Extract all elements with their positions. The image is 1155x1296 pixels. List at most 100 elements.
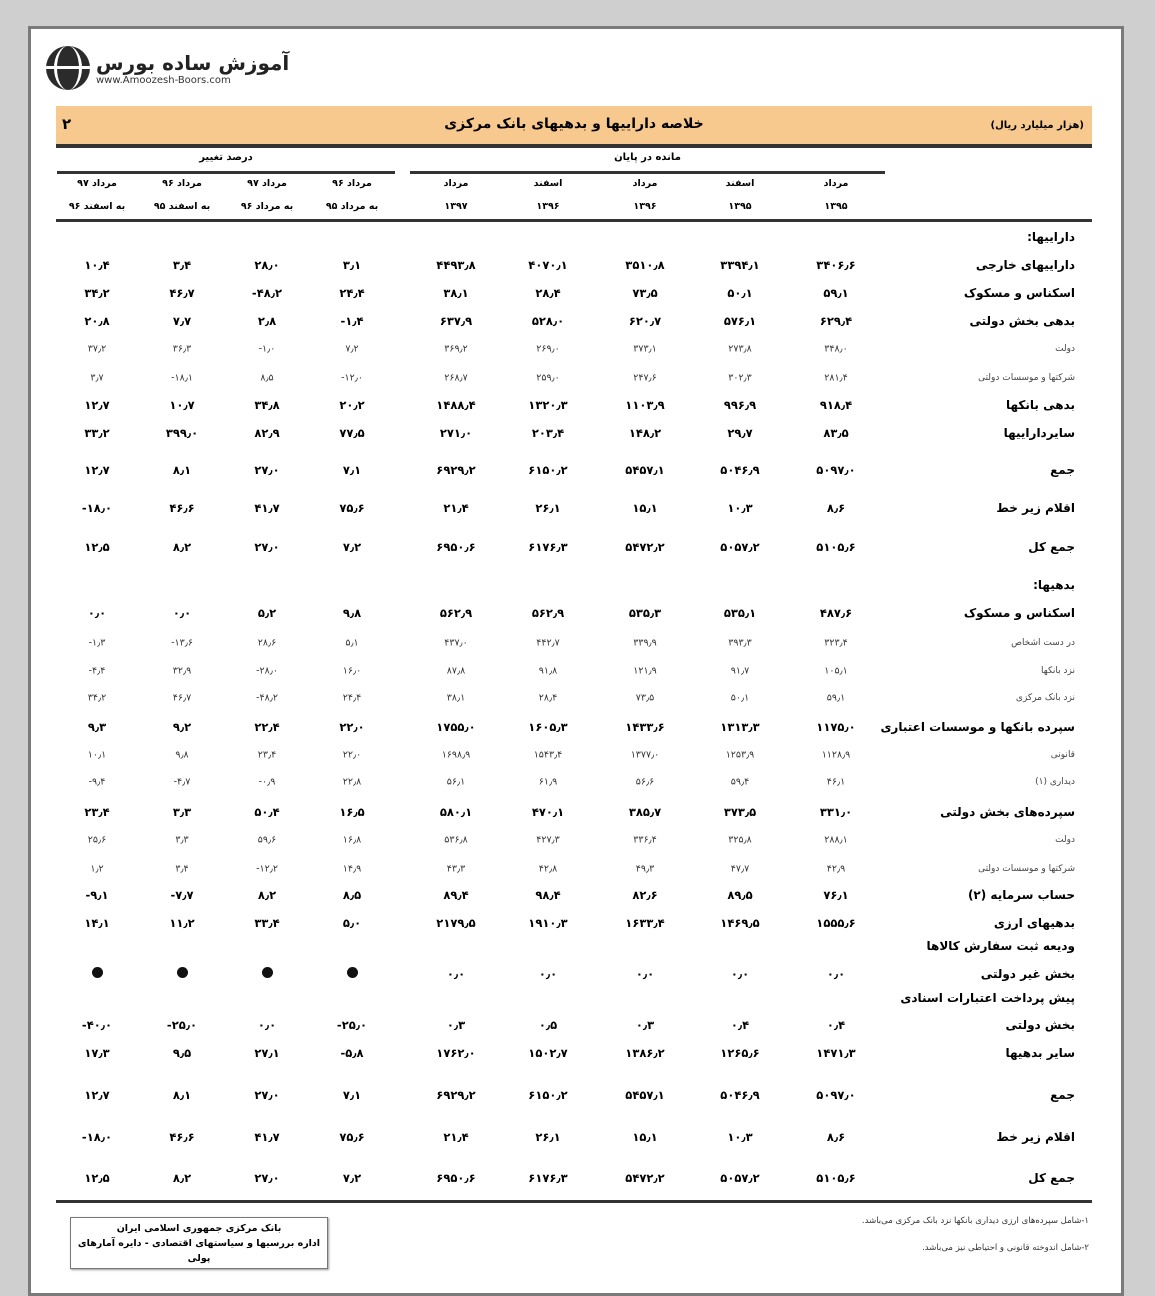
row-label: سایر بدهیها	[1005, 1046, 1075, 1060]
table-cell: -۹٫۴	[88, 776, 106, 788]
table-cell: ۲۴۷٫۶	[633, 372, 657, 384]
not-applicable-dot-icon	[52, 967, 142, 981]
table-cell: ۵۰۴۶٫۹	[720, 463, 760, 477]
column-header: مرداد	[632, 178, 658, 189]
table-cell: ۷۵٫۶	[339, 1130, 365, 1144]
table-cell: ۴۶٫۶	[169, 1130, 195, 1144]
table-title-band: ۲ خلاصه دارایيها و بدهيهای بانک مرکزی (ه…	[56, 106, 1092, 148]
table-cell: ۸٫۶	[826, 501, 846, 515]
globe-logo-icon	[46, 46, 90, 90]
table-cell: ۳٫۳	[175, 834, 189, 846]
row-label: جمع کل	[1028, 1171, 1075, 1185]
table-cell: ۱۱۰۳٫۹	[625, 398, 665, 412]
row-label: جمع کل	[1028, 540, 1075, 554]
table-cell: ۶۱۵۰٫۲	[528, 463, 568, 477]
table-cell: ۴۳۷٫۰	[444, 637, 468, 649]
table-cell: ۶۲۰٫۷	[628, 314, 662, 328]
not-applicable-dot-icon	[307, 967, 397, 981]
table-cell: ۲۶٫۱	[535, 1130, 561, 1144]
table-cell: -۲۵٫۰	[336, 1018, 368, 1032]
table-cell: -۱۳٫۶	[171, 637, 193, 649]
table-cell: ۲۶۸٫۷	[444, 372, 468, 384]
table-cell: ۱۰٫۴	[84, 258, 110, 272]
table-cell: ۳٫۳	[172, 805, 192, 819]
table-cell: ۸۲٫۶	[632, 888, 658, 902]
column-header: مرداد	[443, 178, 469, 189]
table-cell: ۳۷٫۲	[87, 343, 107, 355]
table-cell: ۳۳۶٫۴	[633, 834, 657, 846]
table-cell: ۵۶٫۶	[635, 776, 655, 788]
table-cell: ۳۴٫۲	[84, 286, 110, 300]
table-cell: ۱۲٫۷	[84, 1088, 110, 1102]
table-cell: ۱۷٫۳	[84, 1046, 110, 1060]
table-cell: ۳٫۴	[175, 863, 189, 875]
table-cell: -۵٫۸	[340, 1046, 364, 1060]
table-cell: ۶۳۷٫۹	[439, 314, 473, 328]
group-header-balance: مانده در پایان	[614, 152, 681, 163]
table-cell: ۵۰۹۷٫۰	[816, 1088, 856, 1102]
table-cell: ۶۱۷۶٫۳	[528, 540, 568, 554]
table-cell: ۱۶۳۳٫۴	[625, 916, 665, 930]
table-cell: ۲۵۹٫۰	[536, 372, 560, 384]
table-cell: ۹٫۳	[87, 720, 107, 734]
table-cell: ۳۳٫۲	[84, 426, 110, 440]
table-cell: ۵۹٫۶	[257, 834, 277, 846]
table-cell: ۵٫۲	[257, 606, 277, 620]
table-cell: ۱۲٫۷	[84, 463, 110, 477]
table-cell: ۰٫۰	[87, 606, 107, 620]
table-cell: ۸۹٫۵	[727, 888, 753, 902]
table-cell: ۱۲۶۵٫۶	[720, 1046, 760, 1060]
table-cell: ۶۹۵۰٫۶	[436, 540, 476, 554]
table-cell: ۹۸٫۴	[535, 888, 561, 902]
table-cell: ۸٫۵	[260, 372, 274, 384]
table-cell: ۶۱۷۶٫۳	[528, 1171, 568, 1185]
table-cell: -۱۸٫۰	[81, 1130, 113, 1144]
table-cell: ۳۳۹٫۹	[633, 637, 657, 649]
table-cell: ۱۴٫۹	[342, 863, 362, 875]
table-cell: ۵۷۶٫۱	[723, 314, 757, 328]
table-cell: ۲۸٫۰	[254, 258, 280, 272]
table-cell: ۶۱٫۹	[538, 776, 558, 788]
divider	[56, 219, 1092, 222]
table-cell: ۲۸٫۴	[538, 692, 558, 704]
table-cell: ۸٫۶	[826, 1130, 846, 1144]
table-cell: ۳۹۳٫۳	[728, 637, 752, 649]
table-cell: -۱۲٫۰	[341, 372, 363, 384]
table-cell: ۵۱۰۵٫۶	[816, 1171, 856, 1185]
table-cell: ۵۴۷۲٫۲	[625, 540, 665, 554]
table-cell: ۱۴۷۱٫۳	[816, 1046, 856, 1060]
table-cell: ۹۱۸٫۴	[819, 398, 853, 412]
column-header: به اسفند ۹۵	[153, 201, 211, 212]
column-header: ۱۳۹۵	[824, 201, 848, 212]
table-cell: ۲۱٫۴	[443, 501, 469, 515]
table-cell: ۷۶٫۱	[823, 888, 849, 902]
row-label: دولت	[1055, 344, 1075, 354]
row-label: بدهی بانکها	[1006, 398, 1075, 412]
row-label: پیش پرداخت اعتبارات اسنادی	[900, 991, 1075, 1005]
table-cell: ۶۲۹٫۴	[819, 314, 853, 328]
table-cell: ۲۷٫۰	[254, 1088, 280, 1102]
table-cell: ۲۰٫۲	[339, 398, 365, 412]
table-cell: ۲۶۹٫۰	[536, 343, 560, 355]
table-cell: ۴۴۲٫۷	[536, 637, 560, 649]
table-cell: ۵۴۵۷٫۱	[625, 1088, 665, 1102]
table-cell: ۲۸۸٫۱	[824, 834, 848, 846]
table-cell: ۲۳٫۴	[257, 749, 277, 761]
row-label: جمع	[1050, 463, 1075, 477]
table-cell: ۲۸٫۴	[535, 286, 561, 300]
table-cell: ۶۱۵۰٫۲	[528, 1088, 568, 1102]
table-cell: ۵۸۰٫۱	[439, 805, 473, 819]
table-cell: ۵۰۴۶٫۹	[720, 1088, 760, 1102]
table-cell: ۳۴۰۶٫۶	[816, 258, 856, 272]
table-cell: ۴۳٫۳	[446, 863, 466, 875]
table-cell: ۸۳٫۵	[823, 426, 849, 440]
table-cell: -۱٫۳	[88, 637, 106, 649]
table-cell: ۰٫۰	[635, 967, 655, 981]
table-cell: -۷٫۷	[170, 888, 194, 902]
table-cell: ۸٫۲	[172, 1171, 192, 1185]
table-cell: ۳۶۹٫۲	[444, 343, 468, 355]
table-cell: ۱۱٫۲	[169, 916, 195, 930]
logo-url: www.Amoozesh-Boors.com	[96, 74, 231, 86]
table-cell: ۲۸۱٫۴	[824, 372, 848, 384]
table-cell: ۹۱٫۸	[538, 665, 558, 677]
